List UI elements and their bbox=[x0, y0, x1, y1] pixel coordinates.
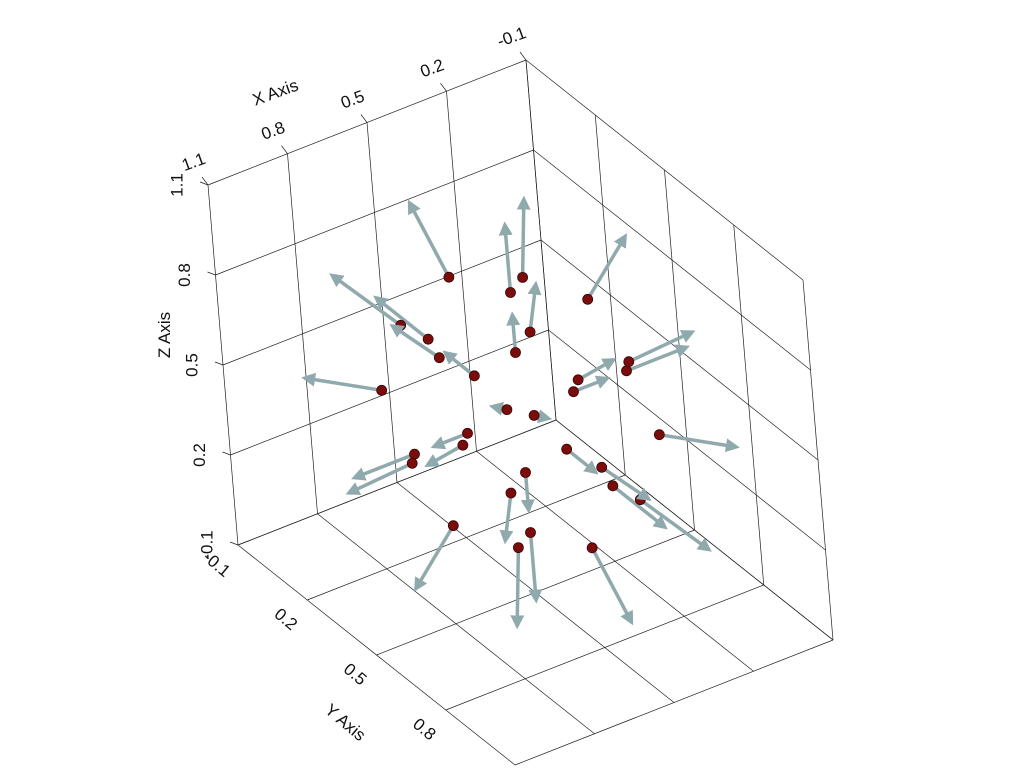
vector-arrow bbox=[413, 524, 455, 592]
vector-arrow bbox=[639, 498, 712, 552]
x-axis-title: X Axis bbox=[250, 76, 301, 110]
tick-mark bbox=[440, 83, 447, 92]
vector-origin bbox=[582, 293, 594, 305]
vector-origin bbox=[409, 448, 420, 460]
vector-arrow bbox=[510, 547, 525, 630]
vector-origin bbox=[623, 356, 635, 368]
tick-mark bbox=[519, 51, 527, 61]
vector-arrow bbox=[407, 199, 451, 278]
vector-origin bbox=[457, 439, 469, 451]
vector-origin bbox=[653, 429, 665, 441]
vector-origin bbox=[596, 461, 608, 473]
vector-arrow bbox=[329, 273, 402, 327]
vector-arrow bbox=[577, 357, 617, 382]
vector-origin bbox=[520, 467, 531, 478]
vector-origin bbox=[572, 374, 584, 386]
tick-mark bbox=[207, 271, 216, 276]
vector-origin bbox=[524, 326, 536, 338]
grid-line bbox=[215, 149, 534, 276]
vector-origin bbox=[422, 333, 434, 345]
z-tick-label: -0.1 bbox=[197, 530, 216, 559]
vector-origin bbox=[607, 480, 619, 492]
vector-arrow bbox=[301, 372, 382, 393]
vector-arrow bbox=[527, 280, 542, 333]
y-tick-label: 0.5 bbox=[340, 659, 370, 689]
tick-mark bbox=[214, 361, 224, 366]
vector-arrow bbox=[590, 547, 634, 626]
tick-mark bbox=[201, 176, 209, 186]
grid-line bbox=[525, 59, 804, 281]
x-tick-label: -0.1 bbox=[495, 23, 529, 51]
x-tick-label: 0.5 bbox=[338, 87, 367, 113]
vector-origin bbox=[468, 370, 480, 382]
vector-origin bbox=[462, 427, 473, 439]
z-tick-label: 0.2 bbox=[190, 443, 209, 467]
vector-arrow bbox=[600, 465, 652, 502]
z-axis-title: Z Axis bbox=[155, 312, 174, 358]
x-tick-label: 0.2 bbox=[418, 55, 447, 81]
vector-arrow bbox=[424, 443, 464, 468]
tick-mark bbox=[281, 145, 288, 154]
vector-origin bbox=[525, 527, 536, 538]
z-tick-label: 0.5 bbox=[182, 353, 201, 377]
vector-arrow bbox=[498, 221, 513, 293]
vector-arrow bbox=[659, 432, 740, 453]
tick-mark bbox=[360, 114, 368, 123]
vector-origin bbox=[512, 542, 524, 554]
vector-origin bbox=[406, 457, 418, 469]
vector-origin bbox=[376, 384, 388, 396]
vector-origin bbox=[528, 409, 540, 421]
grid-line bbox=[207, 59, 527, 186]
vector-origin bbox=[505, 287, 516, 298]
y-tick-label: 0.8 bbox=[409, 714, 439, 744]
tick-mark bbox=[222, 451, 231, 456]
grid-line bbox=[514, 639, 834, 766]
vector-arrow bbox=[373, 295, 430, 341]
vector-arrow bbox=[625, 344, 690, 373]
grid-line bbox=[555, 419, 834, 641]
vector-origin bbox=[433, 352, 445, 364]
y-tick-label: 0.2 bbox=[271, 604, 301, 634]
vector-arrow bbox=[499, 492, 514, 545]
vector-arrow bbox=[586, 233, 628, 301]
grid-line bbox=[445, 584, 764, 711]
vector-origin bbox=[634, 494, 646, 506]
vector-origin bbox=[505, 487, 517, 499]
vector-origin bbox=[447, 520, 459, 532]
tick-mark bbox=[199, 181, 209, 186]
vector-origin bbox=[501, 404, 513, 416]
grid-line bbox=[533, 149, 811, 371]
vector-arrow bbox=[389, 323, 441, 360]
vector-arrow bbox=[516, 195, 531, 278]
tick-mark bbox=[229, 541, 239, 546]
vector-origin bbox=[586, 542, 598, 554]
vector-arrow bbox=[351, 452, 416, 481]
vector-origin bbox=[561, 443, 573, 455]
z-tick-label: 1.1 bbox=[167, 173, 186, 197]
vector-origin bbox=[510, 347, 521, 358]
vector-arrow bbox=[611, 484, 668, 530]
x-tick-label: 0.8 bbox=[259, 118, 288, 144]
grid-line bbox=[237, 419, 557, 546]
vector-origin bbox=[395, 319, 407, 331]
grid-layer: -0.10.20.50.81.1-0.10.20.50.81.1-0.10.20… bbox=[155, 23, 834, 766]
vector-arrow bbox=[528, 532, 543, 604]
z-tick-label: 0.8 bbox=[175, 263, 194, 287]
grid-line bbox=[230, 329, 549, 456]
vector-origin bbox=[517, 271, 529, 283]
grid-line bbox=[307, 474, 626, 601]
y-axis-title: Y Axis bbox=[321, 700, 369, 745]
vector-origin bbox=[443, 271, 455, 283]
vector-arrow bbox=[345, 461, 413, 495]
data-layer bbox=[301, 195, 740, 630]
vector-origin bbox=[621, 365, 632, 377]
vector-arrow bbox=[628, 330, 696, 364]
x-tick-label: 1.1 bbox=[179, 149, 208, 175]
vector-origin bbox=[568, 386, 579, 398]
